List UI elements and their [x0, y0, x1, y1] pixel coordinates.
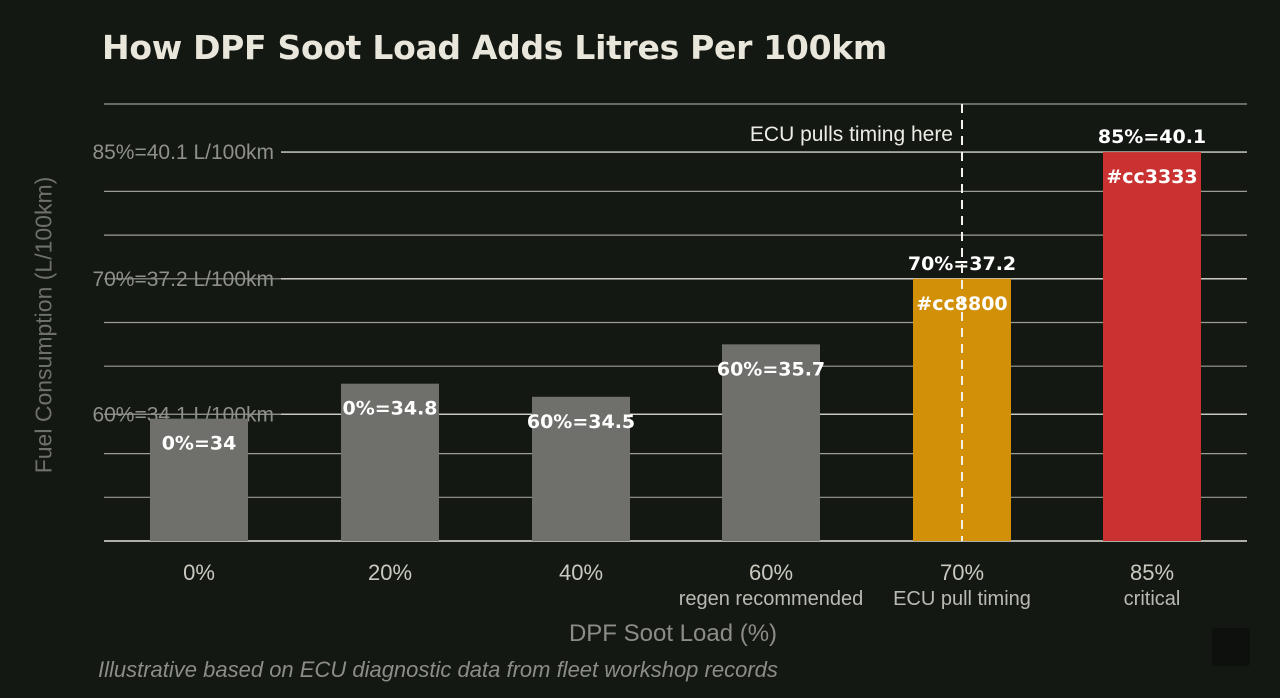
x-tick-sublabel: regen recommended: [679, 588, 864, 610]
x-axis-label: DPF Soot Load (%): [568, 620, 778, 647]
x-tick-label: 70%: [940, 560, 984, 585]
x-tick-label: 20%: [368, 560, 412, 585]
bar: [532, 396, 630, 541]
data-label: 0%=34.8: [342, 398, 437, 420]
data-label: 0%=34: [162, 433, 237, 455]
bar: [341, 383, 439, 541]
chart-title: How DPF Soot Load Adds Litres Per 100km: [102, 28, 887, 67]
bar: [1103, 152, 1201, 541]
bar: [722, 344, 820, 541]
y-tick-label: 85%=40.1 L/100km: [92, 141, 274, 164]
data-label: 85%=40.1: [1098, 126, 1206, 148]
bar-color-label: #cc3333: [1106, 166, 1197, 188]
annotation-text: ECU pulls timing here: [750, 123, 953, 146]
x-tick-label: 0%: [183, 560, 215, 585]
x-tick-sublabel: critical: [1124, 588, 1181, 610]
x-tick-label: 40%: [559, 560, 603, 585]
data-label: 60%=35.7: [717, 358, 825, 380]
footnote: Illustrative based on ECU diagnostic dat…: [98, 657, 778, 682]
x-tick-sublabel: ECU pull timing: [893, 588, 1031, 610]
data-label: 60%=34.5: [527, 411, 635, 433]
x-tick-label: 85%: [1130, 560, 1174, 585]
data-label: 70%=37.2: [908, 253, 1016, 275]
corner-box: [1212, 628, 1250, 666]
y-tick-label: 70%=37.2 L/100km: [92, 268, 274, 291]
x-tick-label: 60%: [749, 560, 793, 585]
bar: [150, 418, 248, 541]
